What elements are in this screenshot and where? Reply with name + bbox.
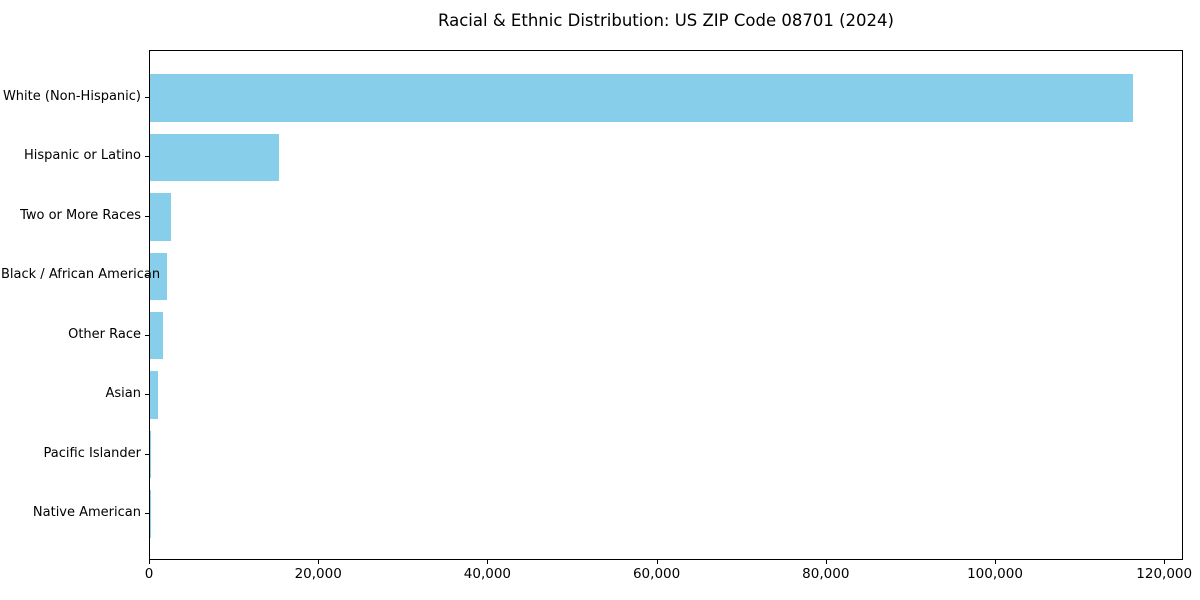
x-tick-label: 60,000 (632, 566, 681, 582)
y-tick-mark (145, 453, 149, 455)
x-tick-mark (656, 560, 658, 564)
bar (150, 133, 279, 182)
x-tick-mark (318, 560, 320, 564)
y-tick-mark (145, 394, 149, 396)
y-tick-label: Asian (105, 386, 141, 402)
x-tick-label: 100,000 (967, 566, 1023, 582)
x-tick-label: 120,000 (1136, 566, 1193, 582)
bar (150, 193, 172, 241)
x-tick-label: 80,000 (802, 566, 850, 582)
x-tick-mark (1164, 560, 1166, 564)
x-tick-label: 0 (144, 566, 154, 582)
x-tick-mark (149, 560, 150, 564)
x-tick-label: 20,000 (294, 566, 342, 582)
y-tick-mark (145, 275, 149, 277)
y-tick-label: White (Non-Hispanic) (2, 88, 141, 104)
y-tick-label: Native American (32, 505, 141, 521)
y-tick-mark (145, 334, 149, 336)
x-tick-mark (487, 560, 489, 564)
y-tick-label: Black / African American (1, 267, 161, 283)
chart-title: Racial & Ethnic Distribution: US ZIP Cod… (438, 11, 894, 30)
y-tick-label: Pacific Islander (43, 445, 141, 461)
y-tick-label: Other Race (68, 326, 141, 342)
y-tick-mark (145, 96, 149, 98)
x-tick-label: 40,000 (463, 566, 512, 582)
bar (150, 252, 168, 301)
plot-area (149, 50, 1183, 560)
y-tick-mark (145, 215, 149, 217)
y-tick-label: Hispanic or Latino (23, 148, 141, 164)
bar (150, 311, 164, 360)
y-tick-mark (145, 156, 149, 158)
bar (150, 371, 159, 419)
bar (150, 74, 1133, 122)
y-tick-label: Two or More Races (20, 207, 141, 223)
x-tick-mark (995, 560, 996, 564)
x-tick-mark (825, 560, 827, 564)
y-tick-mark (145, 513, 149, 515)
